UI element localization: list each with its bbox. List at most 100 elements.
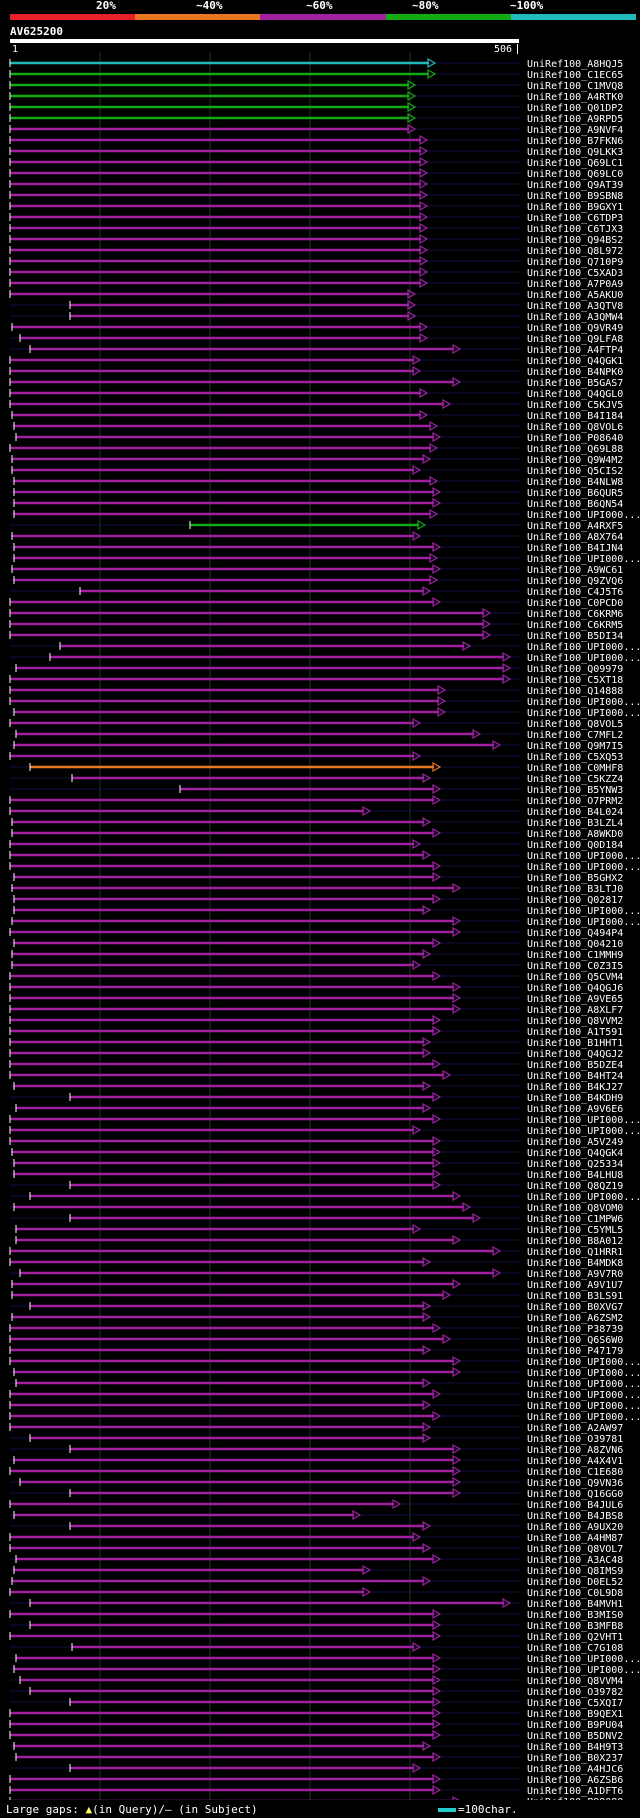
hit-name-label[interactable]: UniRef100_C5KZZ4 (527, 774, 623, 785)
hit-name-label[interactable]: UniRef100_B5GAS7 (527, 378, 623, 389)
hit-name-label[interactable]: UniRef100_B4IJN4 (527, 543, 623, 554)
hit-name-label[interactable]: UniRef100_Q8VOM0 (527, 1203, 623, 1214)
hit-name-label[interactable]: UniRef100_Q9M7I5 (527, 741, 623, 752)
hit-name-label[interactable]: UniRef100_B4LHU8 (527, 1170, 623, 1181)
hit-name-label[interactable]: UniRef100_UPI000... (527, 862, 640, 873)
hit-name-label[interactable]: UniRef100_C0L9D8 (527, 1588, 623, 1599)
hit-name-label[interactable]: UniRef100_A6ZSB6 (527, 1775, 623, 1786)
hit-name-label[interactable]: UniRef100_Q9AT39 (527, 180, 623, 191)
hit-name-label[interactable]: UniRef100_Q16GG0 (527, 1489, 623, 1500)
hit-name-label[interactable]: UniRef100_B5YNW3 (527, 785, 623, 796)
hit-name-label[interactable]: UniRef100_Q69L88 (527, 444, 623, 455)
hit-name-label[interactable]: UniRef100_Q09979 (527, 664, 623, 675)
hit-name-label[interactable]: UniRef100_C6TJX3 (527, 224, 623, 235)
hit-name-label[interactable]: UniRef100_B9SBN8 (527, 191, 623, 202)
hit-name-label[interactable]: UniRef100_Q494P4 (527, 928, 623, 939)
hit-name-label[interactable]: UniRef100_UPI000... (527, 1368, 640, 1379)
hit-name-label[interactable]: UniRef100_B3MIS0 (527, 1610, 623, 1621)
hit-name-label[interactable]: UniRef100_B4JBS8 (527, 1511, 623, 1522)
hit-name-label[interactable]: UniRef100_UPI000... (527, 906, 640, 917)
hit-name-label[interactable]: UniRef100_B6QUR5 (527, 488, 623, 499)
hit-name-label[interactable]: UniRef100_Q710P9 (527, 257, 623, 268)
hit-name-label[interactable]: UniRef100_UPI000... (527, 1115, 640, 1126)
hit-name-label[interactable]: UniRef100_UPI000... (527, 1412, 640, 1423)
hit-name-label[interactable]: UniRef100_A3QMW4 (527, 312, 623, 323)
hit-name-label[interactable]: UniRef100_B1HHT1 (527, 1038, 623, 1049)
hit-name-label[interactable]: UniRef100_O39782 (527, 1687, 623, 1698)
hit-name-label[interactable]: UniRef100_Q1HRR1 (527, 1247, 623, 1258)
hit-name-label[interactable]: UniRef100_A7P0A9 (527, 279, 623, 290)
hit-name-label[interactable]: UniRef100_B4HT24 (527, 1071, 623, 1082)
hit-name-label[interactable]: UniRef100_UPI000... (527, 1665, 640, 1676)
hit-name-label[interactable]: UniRef100_A8WKD0 (527, 829, 623, 840)
hit-name-label[interactable]: UniRef100_B8A012 (527, 1236, 623, 1247)
hit-name-label[interactable]: UniRef100_Q9LKK3 (527, 147, 623, 158)
hit-name-label[interactable]: UniRef100_Q9LFA8 (527, 334, 623, 345)
hit-name-label[interactable]: UniRef100_B4MDK8 (527, 1258, 623, 1269)
hit-name-label[interactable]: UniRef100_B9PU04 (527, 1720, 623, 1731)
hit-name-label[interactable]: UniRef100_Q4QGL0 (527, 389, 623, 400)
hit-name-label[interactable]: UniRef100_UPI000... (527, 510, 640, 521)
hit-name-label[interactable]: UniRef100_B3LZL4 (527, 818, 623, 829)
hit-name-label[interactable]: UniRef100_Q14888 (527, 686, 623, 697)
hit-name-label[interactable]: UniRef100_UPI000... (527, 708, 640, 719)
hit-name-label[interactable]: UniRef100_O7PRM2 (527, 796, 623, 807)
hit-name-label[interactable]: UniRef100_UPI000... (527, 554, 640, 565)
hit-name-label[interactable]: UniRef100_C0Z3I5 (527, 961, 623, 972)
hit-name-label[interactable]: UniRef100_Q8VVM4 (527, 1676, 623, 1687)
hit-name-label[interactable]: UniRef100_P47179 (527, 1346, 623, 1357)
hit-name-label[interactable]: UniRef100_Q6S6W0 (527, 1335, 623, 1346)
hit-name-label[interactable]: UniRef100_A4FTP4 (527, 345, 623, 356)
hit-name-label[interactable]: UniRef100_Q02817 (527, 895, 623, 906)
hit-name-label[interactable]: UniRef100_B0X237 (527, 1753, 623, 1764)
hit-name-label[interactable]: UniRef100_A9RPD5 (527, 114, 623, 125)
hit-name-label[interactable]: UniRef100_B3LS91 (527, 1291, 623, 1302)
hit-name-label[interactable]: UniRef100_B9GXY1 (527, 202, 623, 213)
hit-name-label[interactable]: UniRef100_O39781 (527, 1434, 623, 1445)
hit-name-label[interactable]: UniRef100_Q01DP2 (527, 103, 623, 114)
hit-name-label[interactable]: UniRef100_A9UX20 (527, 1522, 623, 1533)
hit-name-label[interactable]: UniRef100_A5V249 (527, 1137, 623, 1148)
hit-name-label[interactable]: UniRef100_B4NPK0 (527, 367, 623, 378)
hit-name-label[interactable]: UniRef100_A3AC48 (527, 1555, 623, 1566)
hit-name-label[interactable]: UniRef100_Q69LC1 (527, 158, 623, 169)
hit-name-label[interactable]: UniRef100_A4HM87 (527, 1533, 623, 1544)
hit-name-label[interactable]: UniRef100_A9WC61 (527, 565, 623, 576)
hit-name-label[interactable]: UniRef100_A5AKU0 (527, 290, 623, 301)
hit-name-label[interactable]: UniRef100_C5XQI7 (527, 1698, 623, 1709)
hit-name-label[interactable]: UniRef100_A4RXF5 (527, 521, 623, 532)
hit-name-label[interactable]: UniRef100_Q8L972 (527, 246, 623, 257)
hit-name-label[interactable]: UniRef100_UPI000... (527, 1654, 640, 1665)
hit-name-label[interactable]: UniRef100_Q8VOL5 (527, 719, 623, 730)
hit-name-label[interactable]: UniRef100_UPI000... (527, 1357, 640, 1368)
hit-name-label[interactable]: UniRef100_C1EC65 (527, 70, 623, 81)
hit-name-label[interactable]: UniRef100_A1DFT6 (527, 1786, 623, 1797)
hit-name-label[interactable]: UniRef100_B7FKN6 (527, 136, 623, 147)
hit-name-label[interactable]: UniRef100_Q8VOL7 (527, 1544, 623, 1555)
hit-name-label[interactable]: UniRef100_UPI000... (527, 851, 640, 862)
hit-name-label[interactable]: UniRef100_Q94BS2 (527, 235, 623, 246)
hit-name-label[interactable]: UniRef100_C1E680 (527, 1467, 623, 1478)
hit-name-label[interactable]: UniRef100_UPI000... (527, 1379, 640, 1390)
hit-name-label[interactable]: UniRef100_A4RTK0 (527, 92, 623, 103)
hit-name-label[interactable]: UniRef100_B4H9T3 (527, 1742, 623, 1753)
hit-name-label[interactable]: UniRef100_Q9W4M2 (527, 455, 623, 466)
hit-name-label[interactable]: UniRef100_C5XT18 (527, 675, 623, 686)
hit-name-label[interactable]: UniRef100_UPI000... (527, 917, 640, 928)
hit-name-label[interactable]: UniRef100_B4L024 (527, 807, 623, 818)
hit-name-label[interactable]: UniRef100_B4JUL6 (527, 1500, 623, 1511)
hit-name-label[interactable]: UniRef100_Q8IMS9 (527, 1566, 623, 1577)
hit-name-label[interactable]: UniRef100_A9V7R0 (527, 1269, 623, 1280)
hit-name-label[interactable]: UniRef100_A6ZSM2 (527, 1313, 623, 1324)
hit-name-label[interactable]: UniRef100_B0XVG7 (527, 1302, 623, 1313)
hit-name-label[interactable]: UniRef100_UPI000... (527, 653, 640, 664)
hit-name-label[interactable]: UniRef100_Q25334 (527, 1159, 623, 1170)
hit-name-label[interactable]: UniRef100_B5GHX2 (527, 873, 623, 884)
hit-name-label[interactable]: UniRef100_C7MFL2 (527, 730, 623, 741)
hit-name-label[interactable]: UniRef100_A8XLF7 (527, 1005, 623, 1016)
hit-name-label[interactable]: UniRef100_A4X4V1 (527, 1456, 623, 1467)
hit-name-label[interactable]: UniRef100_Q4QGJ6 (527, 983, 623, 994)
hit-name-label[interactable]: UniRef100_B5DI34 (527, 631, 623, 642)
hit-name-label[interactable]: UniRef100_Q5CIS2 (527, 466, 623, 477)
hit-name-label[interactable]: UniRef100_C6TDP3 (527, 213, 623, 224)
